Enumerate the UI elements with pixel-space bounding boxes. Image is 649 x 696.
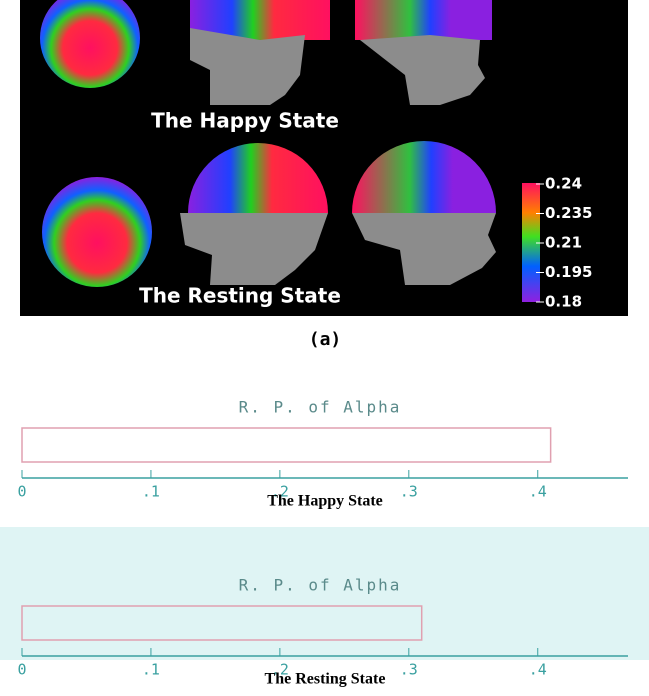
chart-title: R. P. of Alpha xyxy=(239,398,402,417)
tick-label: .4 xyxy=(529,661,547,679)
colorbar-label: 0.235 xyxy=(545,204,592,222)
panel-caption: (a) xyxy=(309,329,342,350)
tick-label: 0 xyxy=(17,661,26,679)
page: The Happy State The Resting State (a) 0.… xyxy=(0,0,649,696)
chart-caption: The Happy State xyxy=(267,493,383,510)
colorbar-label: 0.24 xyxy=(545,175,582,193)
top-view-map xyxy=(42,177,152,287)
tick-label: .3 xyxy=(400,483,418,501)
tick-label: .3 xyxy=(400,661,418,679)
bar xyxy=(22,428,551,462)
tick-label: .1 xyxy=(142,661,160,679)
side-view-map xyxy=(355,0,492,40)
row-label: The Happy State xyxy=(151,109,339,133)
colorbar-label: 0.18 xyxy=(545,293,582,311)
tick-label: .1 xyxy=(142,483,160,501)
figure: The Happy State The Resting State (a) 0.… xyxy=(0,0,649,696)
tick-label: .4 xyxy=(529,483,547,501)
row-label: The Resting State xyxy=(139,284,341,308)
colorbar-label: 0.195 xyxy=(545,263,592,281)
chart-title: R. P. of Alpha xyxy=(239,576,402,595)
chart-caption: The Resting State xyxy=(265,671,386,688)
colorbar-label: 0.21 xyxy=(545,234,582,252)
tick-label: 0 xyxy=(17,483,26,501)
